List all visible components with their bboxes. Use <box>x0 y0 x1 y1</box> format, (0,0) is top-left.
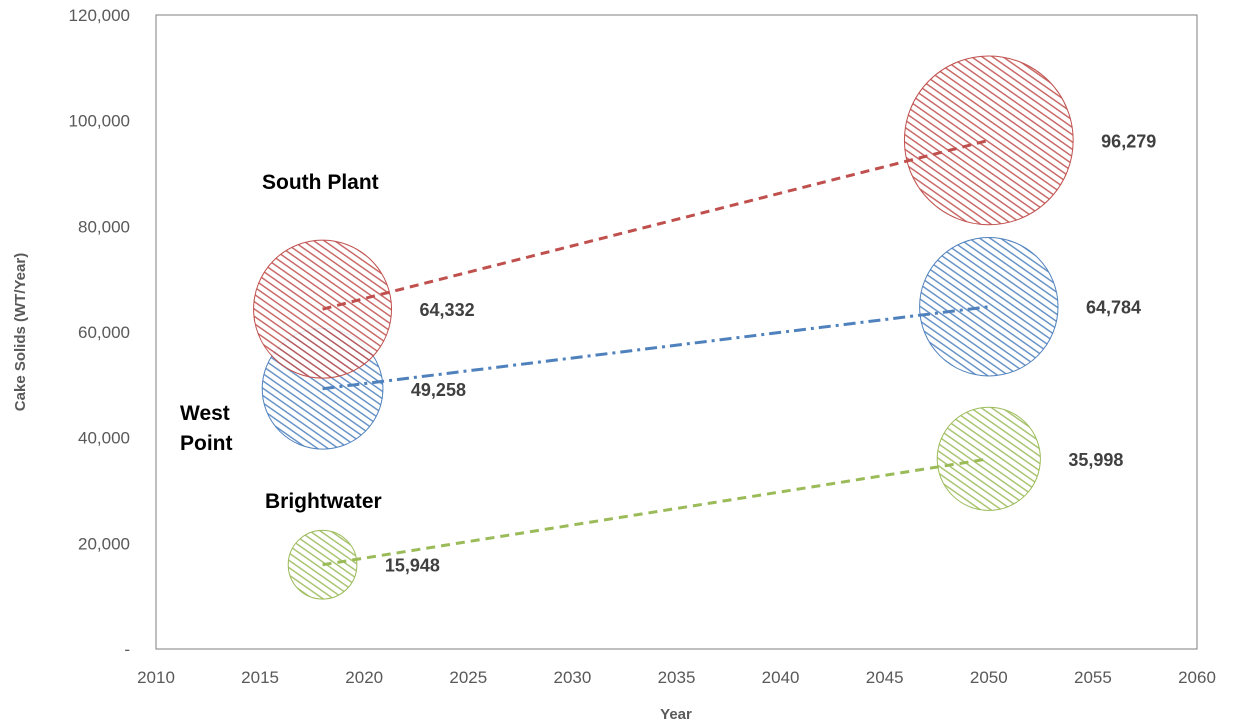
bubble-west-point-2050 <box>919 237 1059 377</box>
y-tick-label: 120,000 <box>69 6 130 25</box>
y-axis-ticks: - 20,000 40,000 60,000 80,000 100,000 120,000 <box>69 6 130 659</box>
data-label-brightwater-2050: 35,998 <box>1068 450 1123 470</box>
series-label-west-point: West Point <box>180 402 233 455</box>
data-label-brightwater-2018: 15,948 <box>385 556 440 576</box>
data-label-south-plant-2018: 64,332 <box>420 300 475 320</box>
y-tick-label: 40,000 <box>78 429 130 448</box>
trend-line-west-point <box>322 305 989 391</box>
data-label-west-point-2018: 49,258 <box>411 380 466 400</box>
y-tick-label: 20,000 <box>78 534 130 553</box>
x-tick-label: 2060 <box>1178 668 1216 687</box>
x-tick-label: 2045 <box>866 668 904 687</box>
trend-line-south-plant <box>322 138 990 311</box>
x-tick-label: 2030 <box>553 668 591 687</box>
y-axis-title: Cake Solids (WT/Year) <box>12 253 29 411</box>
x-axis-title: Year <box>660 706 692 723</box>
x-tick-label: 2025 <box>449 668 487 687</box>
x-tick-label: 2055 <box>1074 668 1112 687</box>
x-axis-ticks: 2010 2015 2020 2025 2030 2035 2040 2045 2050 2055… <box>137 668 1216 687</box>
trend-lines-layer <box>322 138 990 567</box>
data-labels-layer: 64,332 96,279 49,258 64,784 15,948 35,998 <box>385 131 1156 575</box>
x-tick-label: 2010 <box>137 668 175 687</box>
y-tick-label: 80,000 <box>78 217 130 236</box>
x-tick-label: 2035 <box>658 668 696 687</box>
bubble-brightwater-2050 <box>936 406 1041 511</box>
x-tick-label: 2050 <box>970 668 1008 687</box>
y-tick-label: 60,000 <box>78 323 130 342</box>
data-label-west-point-2050: 64,784 <box>1086 298 1141 318</box>
data-label-south-plant-2050: 96,279 <box>1101 131 1156 151</box>
x-tick-label: 2020 <box>345 668 383 687</box>
x-tick-label: 2015 <box>241 668 279 687</box>
y-tick-label: 100,000 <box>69 112 130 131</box>
bubble-south-plant-2050 <box>903 55 1074 226</box>
y-tick-label: - <box>124 640 130 659</box>
series-label-brightwater: Brightwater <box>265 490 382 513</box>
series-label-south-plant: South Plant <box>262 171 379 194</box>
x-tick-label: 2040 <box>762 668 800 687</box>
trend-line-brightwater <box>322 457 990 567</box>
